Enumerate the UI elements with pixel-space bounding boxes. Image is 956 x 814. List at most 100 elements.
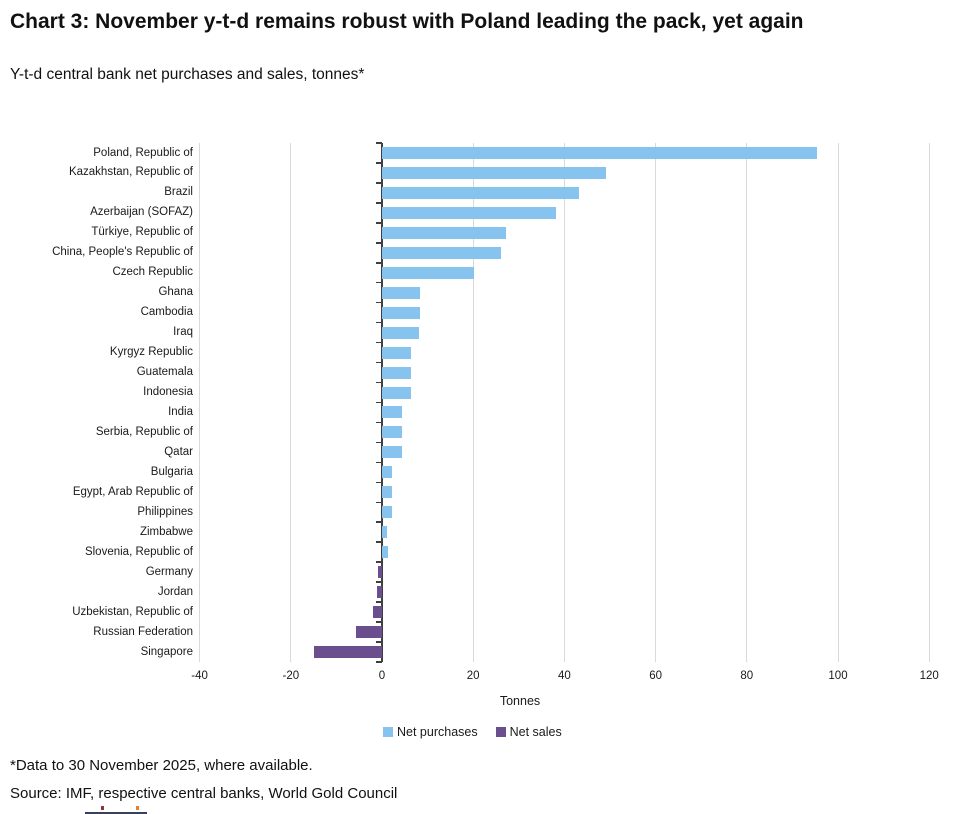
axis-tick [375,301,382,304]
axis-tick [375,142,382,144]
chart-title: Chart 3: November y-t-d remains robust w… [10,10,804,33]
axis-tick [375,421,382,424]
chart-subtitle: Y-t-d central bank net purchases and sal… [10,66,365,83]
gridline--20 [290,143,292,662]
axis-tick [375,381,382,384]
x-tick-label-100: 100 [828,670,848,682]
bar-bulgaria [382,466,393,479]
axis-tick [375,242,382,244]
x-tick-label--40: -40 [191,670,208,682]
gridline--40 [199,143,201,662]
category-label: Cambodia [140,306,193,319]
category-label: Singapore [140,645,193,658]
category-label: Azerbaijan (SOFAZ) [90,206,193,219]
axis-tick [375,321,382,324]
x-tick-label--20: -20 [282,670,300,682]
category-label: Bulgaria [150,465,193,478]
category-label: Germany [145,565,193,578]
cropped-dot-left [101,806,104,810]
bar-jordan [376,586,382,599]
category-label: Indonesia [143,386,193,399]
axis-tick [375,461,382,464]
category-label: Qatar [164,445,193,458]
x-axis-title: Tonnes [499,694,541,708]
source-line: Source: IMF, respective central banks, W… [10,785,398,802]
bar-serbia-republic-of [382,426,403,439]
category-label: Uzbekistan, Republic of [72,605,193,618]
bar-uzbekistan-republic-of [373,606,382,619]
axis-tick [375,621,382,623]
category-label: China, People's Republic of [52,246,193,259]
gridline-120 [928,143,930,662]
x-tick-label-20: 20 [466,670,480,682]
bar-cambodia [382,306,420,319]
category-label: Ghana [158,286,193,299]
x-tick-label-120: 120 [919,670,939,682]
plot-area: -40 -20 0 20 40 60 80 100 120 Poland, Republic of… [52,142,939,682]
axis-tick [375,281,382,284]
bar-guatemala [382,366,411,379]
category-label: Zimbabwe [139,525,193,538]
axis-tick [375,361,382,364]
gridline-100 [837,143,839,662]
bar-russian-federation [356,626,382,639]
bar-philippines [382,506,393,519]
bar-kyrgyz-republic [382,346,411,359]
category-label: Kazakhstan, Republic of [68,166,193,179]
gridline-80 [746,143,748,662]
axis-tick [375,182,382,184]
axis-tick [375,521,382,523]
axis-tick [375,481,382,484]
x-tick-label-80: 80 [740,670,754,682]
bar-germany [377,566,382,579]
category-label: Russian Federation [93,625,193,638]
axis-tick [375,541,382,543]
axis-tick [375,601,382,603]
axis-tick [375,661,382,663]
bar-india [382,406,403,419]
category-label: Serbia, Republic of [95,425,193,438]
net-sales-swatch [495,727,506,737]
bar-egypt-arab-republic-of [382,486,393,499]
net-purchases-swatch [383,727,393,737]
legend-label-net-purchases: Net purchases [397,725,478,739]
category-label: Kyrgyz Republic [109,346,193,359]
bar-t-rkiye-republic-of [382,226,507,239]
category-label: Egypt, Arab Republic of [72,485,193,498]
bar-kazakhstan-republic-of [382,166,606,179]
category-label: India [168,405,193,418]
category-label: Czech Republic [112,266,193,279]
bar-czech-republic [382,266,475,279]
axis-tick [375,262,382,264]
category-label: Türkiye, Republic of [91,226,193,239]
bar-zimbabwe [382,526,388,539]
axis-tick [375,401,382,404]
category-label: Iraq [173,326,193,339]
bar-china-people-s-republic-of [382,246,502,259]
footnote: *Data to 30 November 2025, where availab… [10,757,313,774]
bar-ghana [382,286,420,299]
axis-tick [375,561,382,563]
gridline-40 [563,143,565,662]
axis-tick [375,581,382,583]
category-label: Brazil [164,186,193,199]
bar-brazil [382,186,579,199]
bar-qatar [382,446,403,459]
bar-poland-republic-of [382,147,818,159]
legend-item-net-sales: Net sales [495,725,562,739]
category-label: Poland, Republic of [93,146,193,159]
axis-tick [375,202,382,204]
x-tick-label-60: 60 [649,670,662,682]
gridline-60 [655,143,657,662]
zero-axis [381,143,383,662]
x-tick-label-40: 40 [557,670,571,682]
axis-tick [375,162,382,164]
bar-slovenia-republic-of [382,546,389,559]
category-label: Guatemala [136,366,193,379]
gridline-20 [472,143,474,662]
category-label: Slovenia, Republic of [84,545,193,558]
axis-tick [375,501,382,504]
bar-singapore [314,646,382,658]
bar-indonesia [382,386,412,399]
